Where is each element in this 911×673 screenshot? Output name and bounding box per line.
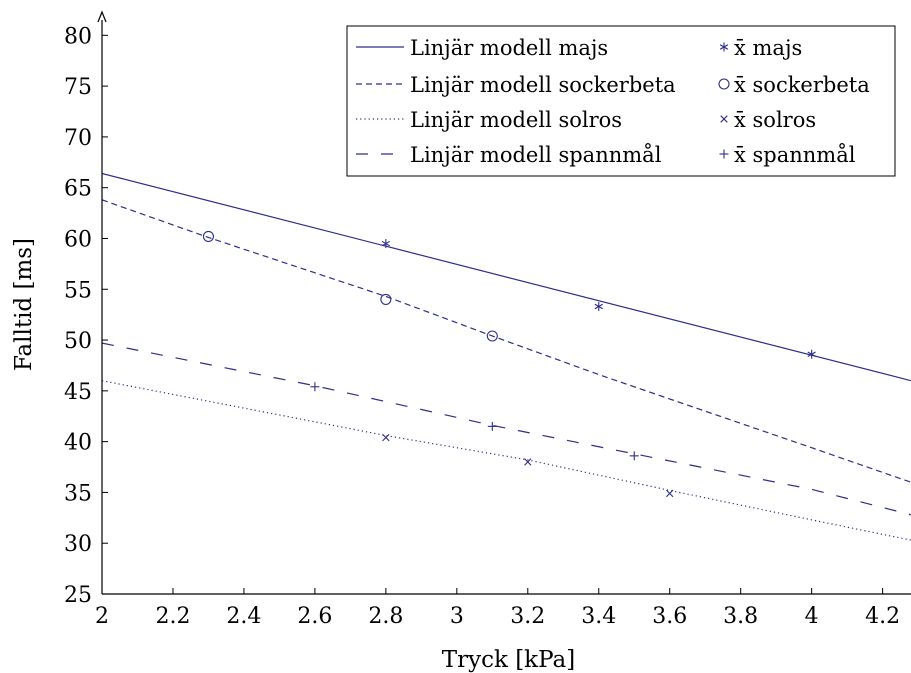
legend: Linjär modell majs Linjär modell sockerbe… [346,25,896,177]
data-point [487,421,497,431]
axes [97,10,911,595]
legend-entry-label: Linjär modell majs [410,36,608,60]
legend-entry-label: x̄ sockerbeta [734,73,870,97]
y-tick-label: 70 [64,126,92,151]
legend-entry-label: x̄ solros [734,108,816,132]
x-tick-label: 3.4 [581,604,616,629]
legend-marker-icon [719,42,729,52]
series-layer [102,172,911,541]
data-point [486,330,498,342]
legend-box [346,25,896,177]
legend-entry-label: Linjär modell spannmål [410,143,662,167]
x-tick-label: 2.2 [155,604,190,629]
y-axis-label: Falltid [ms] [11,238,37,371]
x-tick-label: 3.2 [510,604,545,629]
y-tick-label: 50 [64,329,92,354]
x-tick-label: 3.8 [723,604,758,629]
x-axis-ticks: 2 2.2 2.4 2.6 2.8 3 3.2 3.4 3.6 3.8 4 4.2 [95,588,900,629]
data-point [629,451,639,461]
legend-entry-label: x̄ spannmål [734,143,856,167]
y-axis-ticks: 25 30 35 40 45 50 55 60 65 70 75 80 [64,24,108,608]
series-line [102,199,911,483]
data-point [381,239,391,249]
data-point [382,433,390,442]
data-point [807,349,816,359]
y-tick-label: 60 [64,227,92,252]
x-tick-label: 4.2 [865,604,900,629]
legend-marker-icon [719,149,729,159]
x-tick-label: 3.6 [652,604,687,629]
y-tick-label: 40 [64,431,92,456]
y-tick-label: 65 [64,177,92,202]
x-tick-label: 4 [805,604,819,629]
data-point [524,458,532,466]
y-tick-label: 30 [64,532,92,557]
legend-entry-label: Linjär modell solros [410,108,622,132]
x-axis-label: Tryck [kPa] [442,647,576,673]
legend-marker-icon [720,115,728,123]
x-tick-label: 2.6 [297,604,332,629]
legend-entry-label: Linjär modell sockerbeta [410,73,676,97]
x-tick-label: 2 [95,604,109,629]
series-line [102,172,911,382]
y-tick-label: 35 [64,481,92,506]
x-tick-label: 2.8 [368,604,403,629]
x-tick-label: 2.4 [226,604,261,629]
y-axis-arrow-icon [97,10,107,23]
data-point [202,230,214,242]
y-tick-label: 80 [64,24,92,49]
series-line [102,342,911,516]
y-tick-label: 55 [64,278,92,303]
data-point [594,302,603,312]
data-point [666,489,674,498]
y-tick-label: 25 [64,583,92,608]
legend-marker-icon [718,78,730,90]
y-tick-label: 75 [64,75,92,100]
series-line [102,380,911,541]
data-point [310,382,320,392]
x-tick-label: 3 [450,604,464,629]
y-tick-label: 45 [64,380,92,405]
data-point [380,293,392,305]
legend-entry-label: x̄ majs [734,36,802,60]
